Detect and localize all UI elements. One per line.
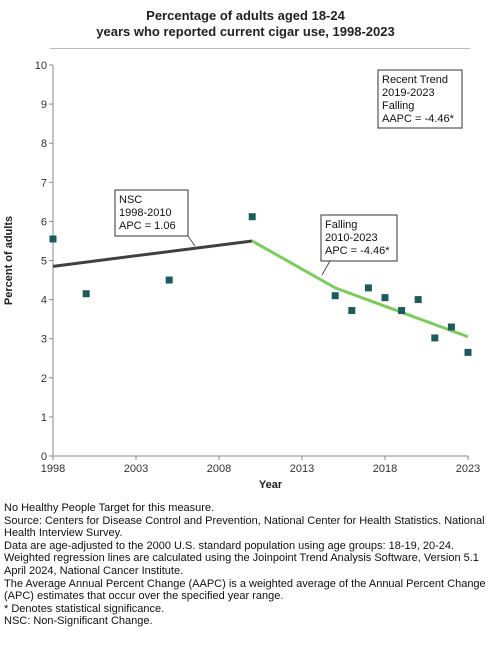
chart-title-line-2: years who reported current cigar use, 19… [96,24,395,39]
data-point [49,235,57,243]
chart-area: 0 1 2 3 4 5 6 7 8 9 10 1998 2003 2008 2013 2018 2023 Year… [3,60,480,491]
x-axis-title: Year [259,479,283,491]
data-point [331,292,339,300]
footnote: Weighted regression lines are calculated… [4,552,479,577]
trend-line-2 [251,239,469,339]
footnote: NSC: Non-Significant Change. [4,615,153,628]
data-point [381,294,389,302]
data-point [464,348,472,356]
y-tick-label: 1 [41,412,47,424]
annotation-text: 1998-2010 [119,207,172,219]
annotation-text: APC = 1.06 [119,220,176,232]
y-axis-title: Percent of adults [3,216,15,305]
data-points [49,213,472,356]
y-tick-label: 8 [41,138,47,150]
annotation-text: Falling [382,100,414,112]
footnote: * Denotes statistical significance. [4,602,165,615]
y-tick-label: 3 [41,334,47,346]
annotation-pointer [321,260,331,276]
x-tick-label: 2003 [124,463,148,475]
x-tick-label: 2013 [290,463,314,475]
y-tick-label: 7 [41,177,47,189]
title-divider [50,48,470,49]
data-point [398,307,406,315]
x-tick-label: 2018 [373,463,397,475]
data-point [364,284,372,292]
annotation-text: Falling [325,219,357,231]
footnote: The Average Annual Percent Change (AAPC)… [4,577,486,603]
data-point [414,296,422,304]
x-tick-label: 1998 [41,463,65,475]
data-point [447,323,455,331]
trend-lines [52,239,469,339]
annotation-box [320,214,398,262]
annotation-text: NSC [119,194,142,206]
x-tick-label: 2023 [456,463,480,475]
trend-line-1 [52,239,253,268]
data-point [248,213,256,221]
annotation-text: APC = -4.46* [325,245,390,257]
annotation-text: 2019-2023 [382,87,435,99]
footnote: No Healthy People Target for this measur… [4,502,215,514]
y-tick-label: 9 [41,99,47,111]
data-point [82,290,90,298]
chart-title-line-1: Percentage of adults aged 18-24 [146,8,345,23]
data-point [165,276,173,284]
annotation-pointer [187,235,196,247]
annotation-text: AAPC = -4.46* [382,113,455,125]
y-tick-label: 6 [41,216,47,228]
chart-title: Percentage of adults aged 18-24 years wh… [0,8,491,40]
y-tick-label: 4 [41,295,47,307]
x-tick-label: 2008 [207,463,231,475]
footnote: Source: Centers for Disease Control and … [4,514,485,540]
y-tick-label: 0 [41,451,47,463]
annotation-text: Recent Trend [382,74,448,86]
y-tick-label: 10 [35,60,47,72]
annotation-box [114,189,189,237]
axes: 0 1 2 3 4 5 6 7 8 9 10 1998 2003 2008 2013 2018 2023 Year… [3,60,480,491]
data-point [431,334,439,342]
data-point [348,307,356,315]
annotation-text: 2010-2023 [325,232,378,244]
y-tick-label: 5 [41,256,47,268]
footnote: Data are age-adjusted to the 2000 U.S. s… [4,539,455,552]
annotation-box [377,69,463,129]
footnotes: No Healthy People Target for this measur… [4,502,488,628]
y-tick-label: 2 [41,373,47,385]
